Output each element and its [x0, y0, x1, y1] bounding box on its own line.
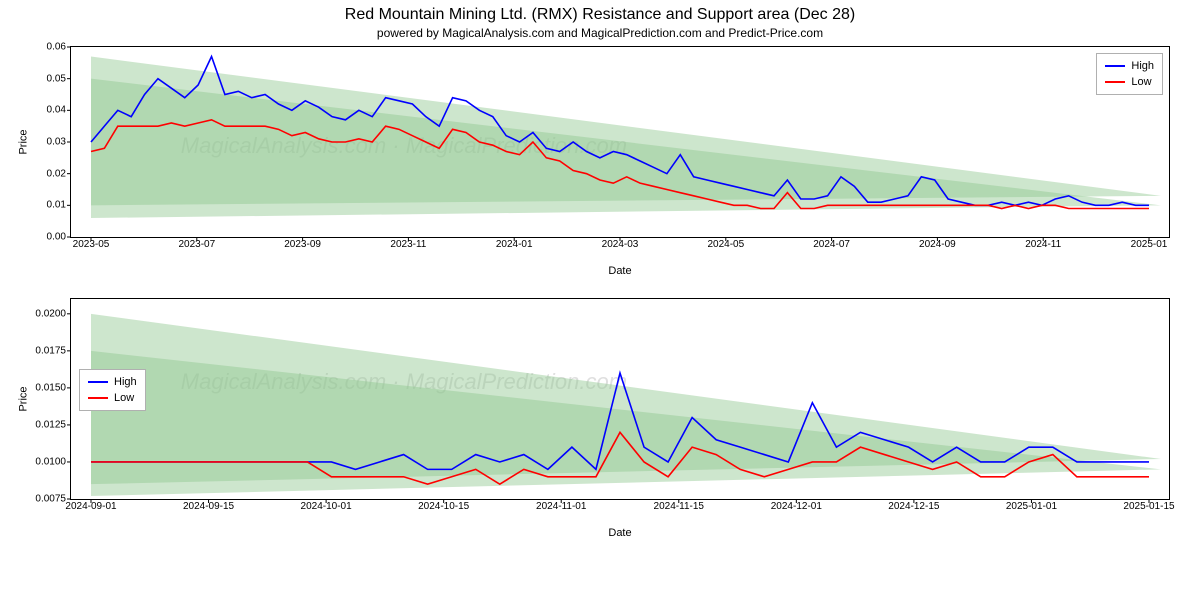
plot-svg-top [71, 47, 1169, 237]
chart-panel-top: Price Date 0.000.010.020.030.040.050.06 … [70, 46, 1170, 238]
y-tick-label: 0.02 [47, 168, 66, 179]
legend-row-low-b: Low [88, 390, 137, 406]
y-tick-label: 0.04 [47, 105, 66, 116]
legend-bottom: High Low [79, 369, 146, 411]
y-tick-label: 0.01 [47, 200, 66, 211]
x-ticks-top: 2023-052023-072023-092023-112024-012024-… [71, 239, 1169, 259]
y-tick-label: 0.0175 [35, 345, 66, 356]
legend-swatch-high [1105, 65, 1125, 67]
chart-subtitle: powered by MagicalAnalysis.com and Magic… [0, 26, 1200, 40]
y-tick-label: 0.00 [47, 232, 66, 243]
y-tick-label: 0.03 [47, 137, 66, 148]
legend-top: High Low [1096, 53, 1163, 95]
chart-title: Red Mountain Mining Ltd. (RMX) Resistanc… [0, 6, 1200, 24]
chart-panel-bottom: Price Date 0.00750.01000.01250.01500.017… [70, 298, 1170, 500]
figure-container: Red Mountain Mining Ltd. (RMX) Resistanc… [0, 6, 1200, 606]
legend-swatch-low [1105, 81, 1125, 83]
legend-label-high-b: High [114, 374, 137, 390]
y-tick-label: 0.0200 [35, 308, 66, 319]
plot-svg-bottom [71, 299, 1169, 499]
y-tick-label: 0.05 [47, 73, 66, 84]
x-axis-label-top: Date [608, 265, 631, 277]
legend-swatch-high-b [88, 381, 108, 383]
legend-row-high-b: High [88, 374, 137, 390]
legend-label-low: Low [1131, 74, 1151, 90]
legend-row-low: Low [1105, 74, 1154, 90]
legend-label-high: High [1131, 58, 1154, 74]
legend-label-low-b: Low [114, 390, 134, 406]
legend-row-high: High [1105, 58, 1154, 74]
y-tick-label: 0.06 [47, 42, 66, 53]
x-ticks-bottom: 2024-09-012024-09-152024-10-012024-10-15… [71, 501, 1169, 521]
y-tick-label: 0.0075 [35, 494, 66, 505]
y-tick-label: 0.0100 [35, 456, 66, 467]
x-axis-label-bottom: Date [608, 527, 631, 539]
legend-swatch-low-b [88, 397, 108, 399]
y-ticks-top: 0.000.010.020.030.040.050.06 [16, 47, 66, 237]
y-tick-label: 0.0125 [35, 419, 66, 430]
y-tick-label: 0.0150 [35, 382, 66, 393]
y-ticks-bottom: 0.00750.01000.01250.01500.01750.0200 [16, 299, 66, 499]
